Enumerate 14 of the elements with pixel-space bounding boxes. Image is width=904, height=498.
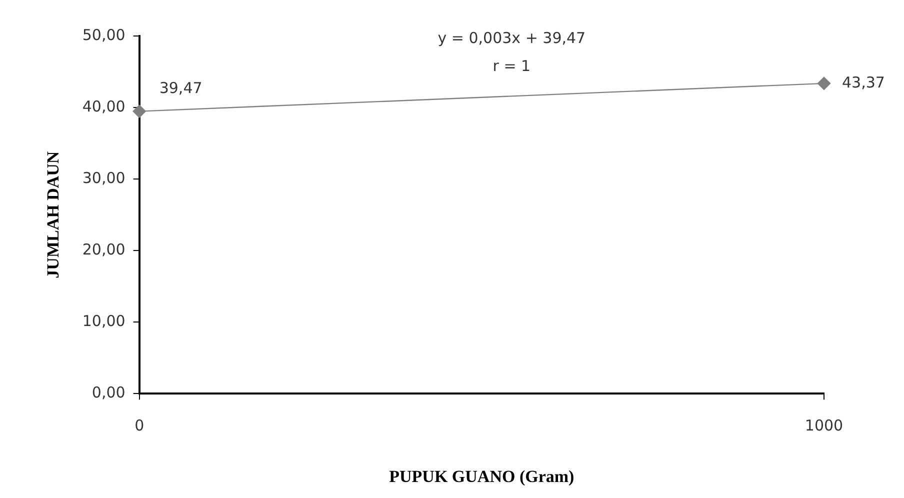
y-tick-label: 10,00 [82,312,126,330]
x-tick-label: 1000 [804,416,844,434]
y-tick-label: 50,00 [82,26,126,44]
data-label: 43,37 [842,73,885,92]
annotation: r = 1 [492,56,531,75]
x-tick-label: 0 [134,416,144,434]
x-axis-title: PUPUK GUANO (Gram) [389,467,574,486]
y-tick-label: 40,00 [82,97,126,116]
annotation: y = 0,003x + 39,47 [438,28,586,47]
y-tick-label: 20,00 [82,240,126,258]
y-tick-label: 30,00 [82,168,126,187]
data-label: 39,47 [159,79,202,98]
y-axis-title: JUMLAH DAUN [44,150,63,278]
y-tick-label: 0,00 [92,383,126,402]
